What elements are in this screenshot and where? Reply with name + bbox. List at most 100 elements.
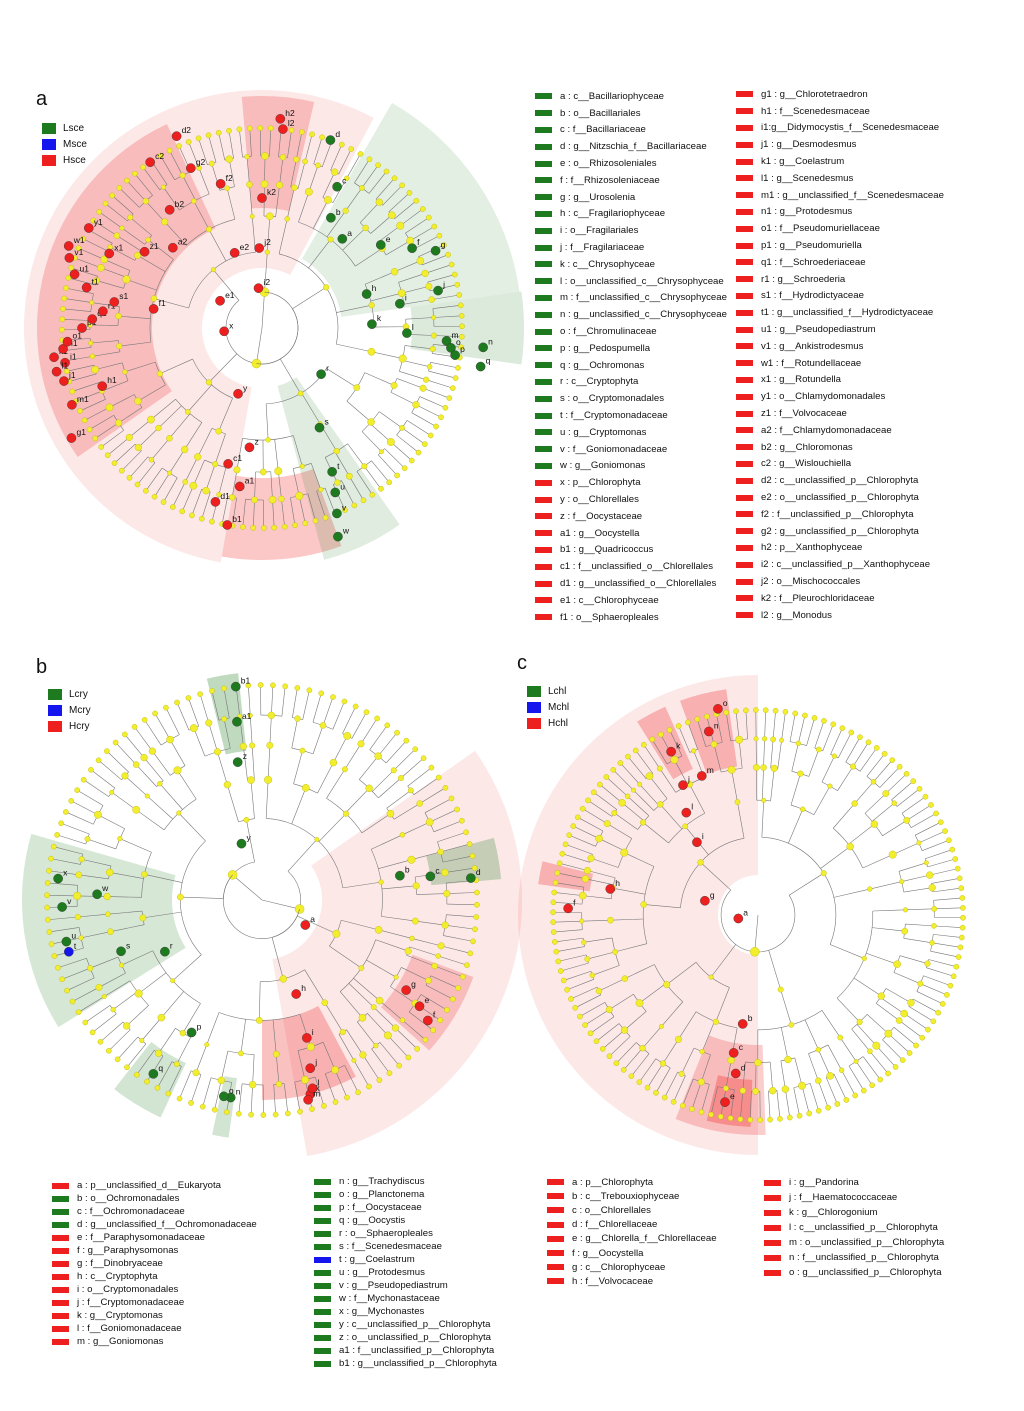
tree-node — [413, 197, 420, 204]
key-swatch — [535, 244, 552, 251]
key-swatch — [52, 1208, 69, 1215]
tree-node — [274, 467, 283, 476]
key-label: y : c__unclassified_p__Chlorophyta — [339, 1319, 491, 1330]
clade-node-l — [681, 807, 692, 818]
clade-label: t1 — [92, 277, 99, 287]
tree-node — [853, 1059, 859, 1064]
tree-node — [339, 1029, 346, 1036]
tree-node — [893, 960, 901, 968]
tree-node — [582, 1022, 588, 1028]
branch-line — [308, 239, 331, 269]
branch-line — [336, 343, 372, 353]
tree-node — [75, 1009, 82, 1015]
branch-line — [271, 685, 274, 716]
key-swatch — [535, 194, 552, 201]
branch-line — [71, 267, 99, 277]
clade-node-z — [244, 442, 255, 453]
branch-line — [809, 1083, 820, 1111]
tree-node — [44, 892, 50, 899]
clade-label: h — [372, 283, 377, 293]
group-legend-b: Lcry Mcry Hcry — [48, 686, 91, 734]
clade-label: l2 — [288, 118, 295, 128]
branch-line — [208, 353, 238, 383]
branch-line — [221, 496, 229, 525]
key-label: e : o__Rhizosoleniales — [560, 158, 657, 170]
clade-label: a — [310, 914, 315, 924]
branch-line — [405, 317, 434, 320]
branch-line — [322, 696, 334, 726]
branch-line — [666, 961, 697, 985]
branch-arc — [761, 836, 837, 945]
branch-line — [903, 1013, 929, 1030]
tree-node — [882, 790, 890, 797]
branch-line — [298, 191, 310, 223]
tree-node — [554, 870, 561, 876]
branch-line — [278, 218, 288, 255]
key-swatch — [52, 1338, 69, 1345]
clade-node-f1 — [148, 304, 159, 314]
tree-node — [610, 767, 617, 773]
key-label: q : g__Ochromonas — [560, 359, 645, 371]
key-swatch — [52, 1182, 69, 1189]
clade-label: s — [126, 940, 130, 950]
key-swatch — [52, 1260, 69, 1267]
key-item: n1 : g__Protodesmus — [736, 204, 944, 221]
tree-node — [297, 1108, 303, 1115]
key-label: s : f__Scenedesmaceae — [339, 1241, 442, 1252]
key-swatch — [547, 1221, 564, 1228]
clade-node-e — [414, 1001, 425, 1012]
tree-node — [555, 958, 562, 965]
branch-line — [324, 1002, 344, 1033]
tree-node — [796, 1112, 803, 1119]
branch-line — [297, 1050, 306, 1080]
tree-node — [441, 242, 447, 248]
tree-node — [425, 818, 434, 826]
clade-node-e — [720, 1097, 730, 1107]
branch-line — [587, 800, 613, 817]
tree-node — [425, 977, 432, 984]
key-item: e2 : o__unclassified_p__Chlorophyta — [736, 489, 944, 506]
key-swatch — [535, 93, 552, 100]
tree-node — [923, 860, 929, 866]
tree-node — [469, 853, 476, 859]
tree-node — [299, 129, 305, 135]
branch-line — [788, 872, 824, 896]
tree-node — [362, 224, 369, 232]
clade-label: n — [488, 336, 493, 346]
clade-label: k2 — [267, 187, 276, 197]
branch-line — [421, 254, 449, 266]
branch-line — [265, 779, 269, 819]
branch-line — [643, 904, 681, 909]
branch-line — [223, 718, 231, 749]
branch-line — [227, 784, 239, 822]
branch-line — [678, 725, 691, 753]
branch-line — [375, 939, 409, 952]
tree-node — [358, 1013, 367, 1022]
branch-line — [402, 360, 430, 367]
branch-line — [78, 247, 105, 260]
tree-node — [367, 418, 375, 426]
tree-node — [197, 691, 203, 697]
key-label: d2 : c__unclassified_p__Chlorophyta — [761, 475, 919, 487]
branch-line — [885, 988, 912, 1003]
branch-line — [876, 1045, 896, 1068]
clade-label: r — [326, 363, 329, 373]
branch-line — [425, 379, 453, 389]
branch-line — [342, 881, 382, 889]
clade-node-a — [733, 913, 744, 924]
branch-line — [98, 972, 126, 988]
key-item: f : g__Oocystella — [547, 1246, 717, 1260]
tree-node — [322, 514, 329, 521]
clade-label: h — [301, 983, 306, 993]
branch-line — [144, 874, 183, 883]
tree-node — [344, 175, 350, 181]
tree-node — [433, 423, 439, 430]
branch-line — [655, 1067, 671, 1093]
key-swatch — [52, 1195, 69, 1202]
tree-node — [318, 690, 325, 697]
key-swatch — [547, 1264, 564, 1271]
key-label: d1 : g__unclassified_o__Chlorellales — [560, 578, 717, 589]
branch-line — [408, 1011, 434, 1031]
tree-node — [295, 491, 304, 500]
tree-node — [61, 295, 67, 302]
